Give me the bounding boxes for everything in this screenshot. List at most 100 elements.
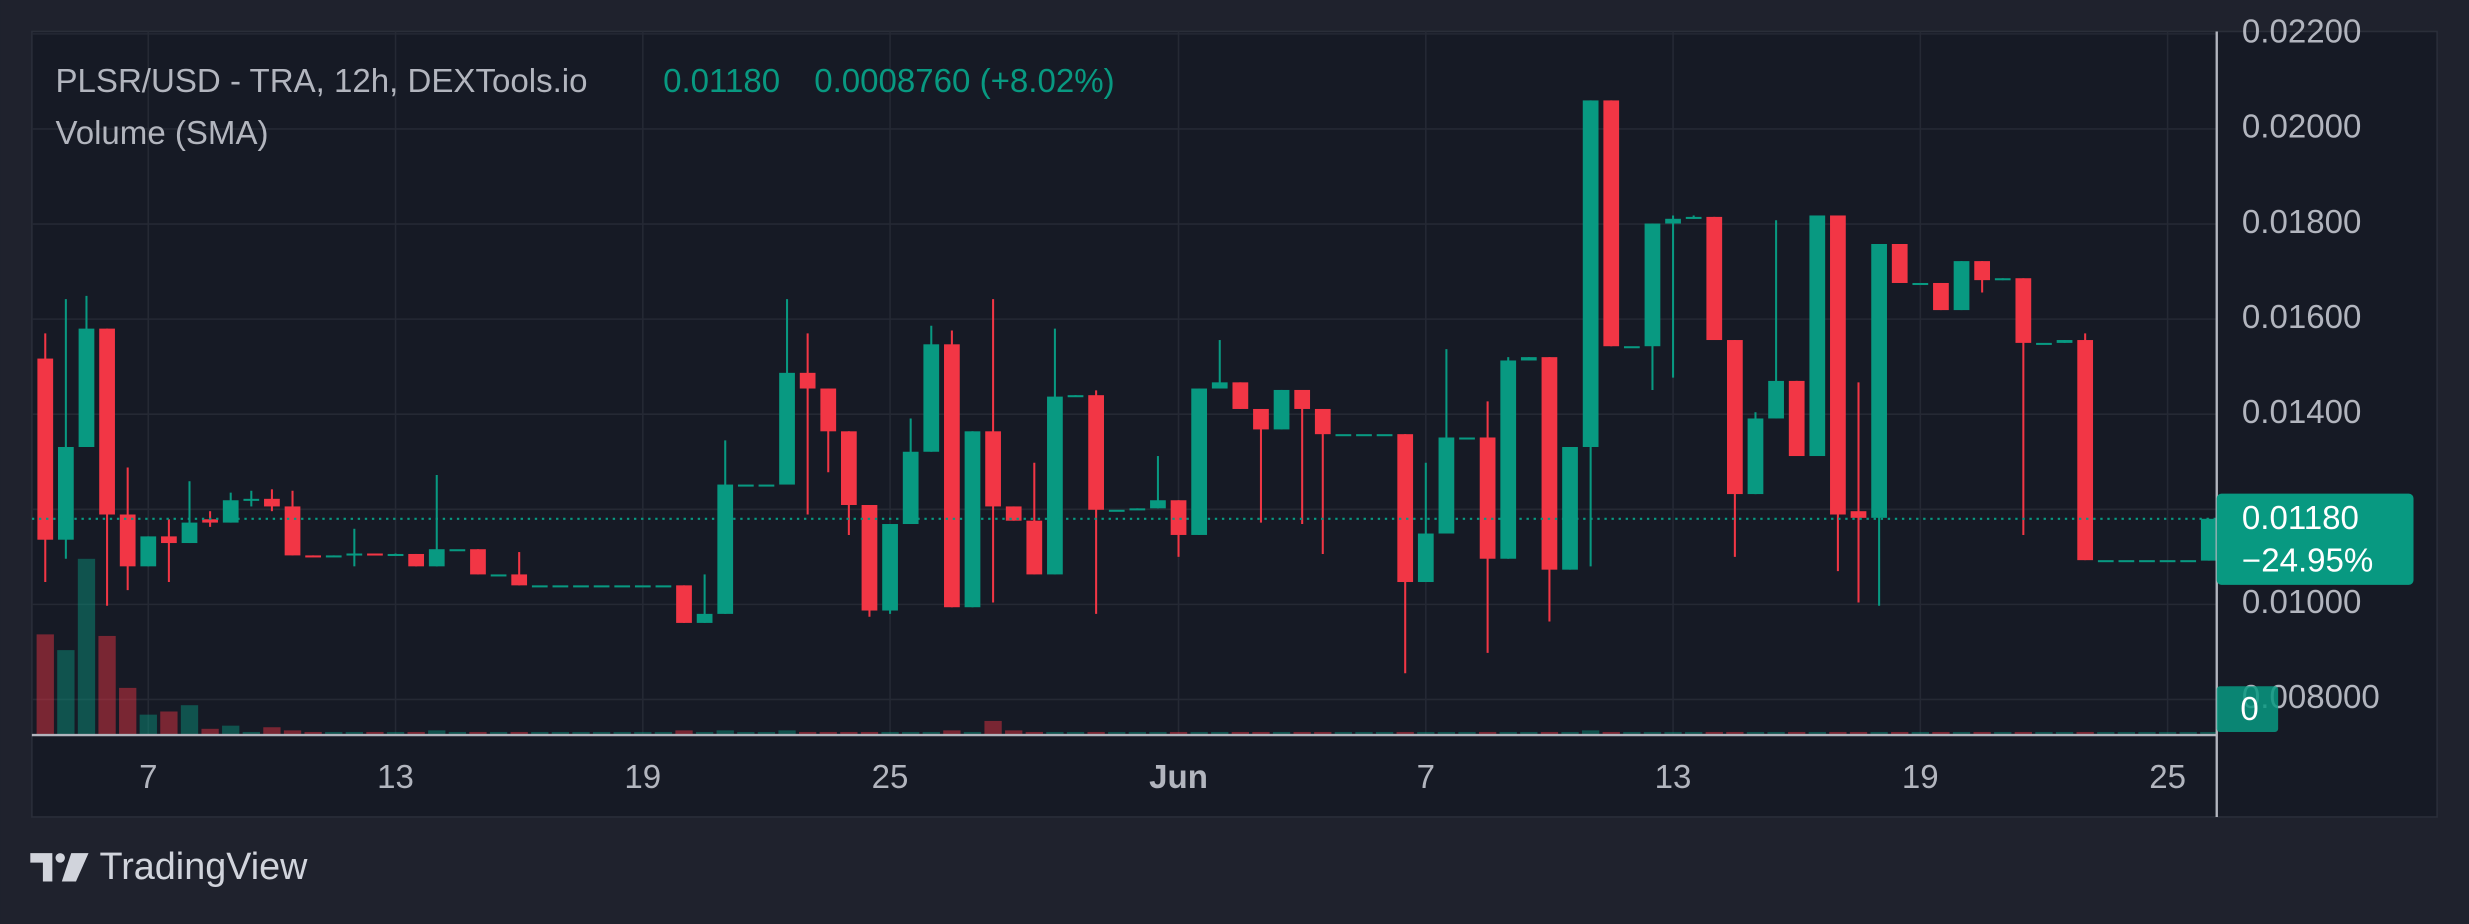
candle-body (470, 549, 486, 575)
volume-bar (1149, 731, 1167, 736)
volume-bar (36, 634, 54, 736)
volume-bar (1685, 731, 1703, 736)
candle-body (346, 553, 363, 556)
candle-body (923, 344, 940, 452)
candle-body (1891, 243, 1908, 283)
candle-body (1479, 437, 1496, 559)
candle-body (2159, 560, 2176, 563)
volume-bar (448, 731, 467, 736)
candle-body (2200, 518, 2217, 561)
x-tick-label: 19 (624, 759, 661, 796)
y-tick-label: 0.01000 (2242, 584, 2361, 621)
volume-bar (922, 731, 940, 736)
volume-badge (2216, 686, 2279, 732)
candle-body (1067, 395, 1084, 398)
volume-bar (1417, 731, 1435, 736)
candle-body (1232, 382, 1249, 409)
candle-body (449, 549, 466, 552)
candle-body (882, 524, 898, 611)
candle-body (614, 585, 631, 588)
candle-body (37, 358, 54, 540)
candle-body (140, 536, 157, 567)
volume-bar (428, 730, 446, 736)
candle-body (1706, 216, 1723, 341)
candle-body (861, 505, 878, 611)
volume-bar (1396, 731, 1414, 736)
volume-bar (531, 731, 549, 736)
candle-body (222, 500, 239, 523)
candle-body (1603, 100, 1620, 347)
volume-bar (1211, 731, 1229, 736)
candle-body (964, 431, 981, 608)
candle-body (820, 388, 837, 432)
volume-bar (1911, 731, 1929, 736)
volume-bar (2014, 731, 2033, 736)
candle-body (387, 553, 404, 557)
candle-body (1314, 408, 1331, 435)
x-tick-label: 7 (139, 759, 157, 796)
volume-bar (1128, 731, 1146, 736)
candle-body (1747, 418, 1764, 495)
volume-bar (1808, 731, 1826, 736)
volume-bar (1169, 731, 1188, 736)
price-badge (2216, 493, 2414, 585)
volume-bar (1190, 731, 1208, 736)
volume-bar (1540, 731, 1559, 736)
volume-bar (510, 731, 528, 736)
volume-bar (819, 731, 837, 736)
logo-mark (61, 853, 89, 882)
volume-tick-label: 0 (2240, 691, 2258, 728)
candle-body (2056, 340, 2073, 343)
volume-bar (881, 731, 899, 736)
candle-body (1438, 437, 1455, 534)
chart-subtitle: Volume (SMA) (55, 115, 268, 152)
volume-bar (1767, 731, 1785, 736)
candle-body (1912, 282, 1929, 286)
volume-bar (1849, 731, 1868, 736)
volume-bar (654, 731, 673, 736)
volume-bar (2035, 731, 2053, 736)
volume-bar (222, 725, 240, 736)
candle-body (2015, 278, 2032, 343)
volume-bar (1314, 731, 1332, 736)
x-tick-label: 13 (1655, 759, 1692, 796)
candle-body (1397, 434, 1414, 583)
volume-bar (1623, 731, 1641, 736)
candle-body (1994, 278, 2011, 281)
candle-body (119, 514, 136, 567)
volume-bar (1046, 731, 1064, 736)
candle-body (1088, 395, 1104, 510)
volume-bar (675, 730, 693, 736)
volume-bar (1870, 731, 1888, 736)
candle-body (1933, 282, 1949, 311)
candle-body (1727, 340, 1743, 495)
volume-bar (592, 731, 611, 736)
volume-bar (2179, 731, 2197, 736)
volume-bar (1973, 731, 1991, 736)
volume-bar (1478, 731, 1497, 736)
candle-body (1294, 389, 1311, 409)
volume-bar (180, 705, 199, 736)
candle-body (1665, 218, 1681, 224)
volume-bar (634, 731, 652, 736)
candle-body (305, 555, 321, 558)
volume-bar (1293, 731, 1311, 736)
candle-body (2118, 560, 2135, 563)
candle-body (717, 484, 734, 614)
candle-body (1582, 100, 1599, 448)
volume-bar (98, 635, 116, 736)
candle-body (325, 555, 342, 558)
volume-bar (2055, 731, 2074, 736)
candle-body (1809, 215, 1826, 457)
volume-bar (2138, 731, 2156, 736)
volume-bar (572, 731, 590, 736)
candle-body (531, 585, 548, 588)
volume-bar (778, 730, 796, 736)
candle-body (1974, 261, 1991, 281)
volume-bar (1746, 731, 1765, 736)
y-tick-label: 0.01400 (2242, 394, 2361, 431)
volume-bar (283, 730, 302, 736)
candle-body (264, 498, 280, 507)
